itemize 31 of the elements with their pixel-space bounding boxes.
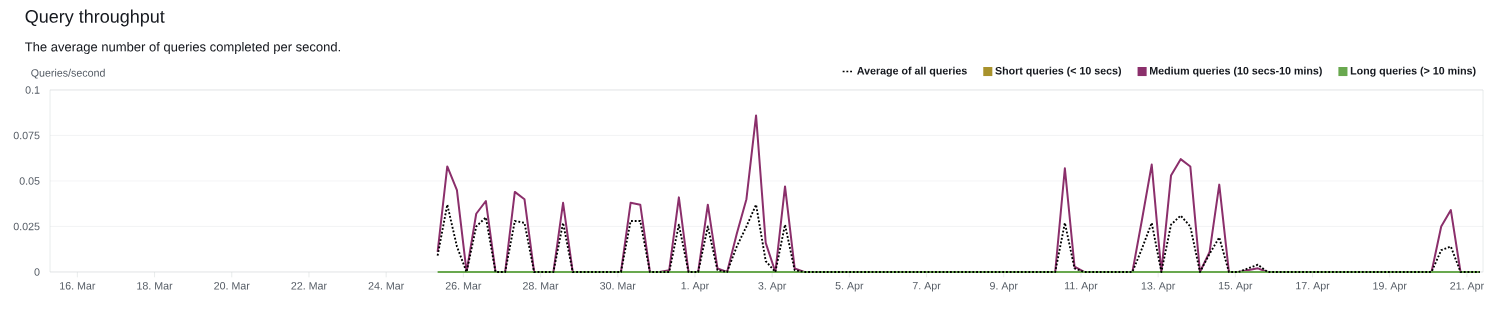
x-tick-label: 13. Apr — [1141, 282, 1176, 292]
x-tick-label: 9. Apr — [990, 282, 1018, 292]
y-tick-label: 0.1 — [25, 86, 40, 94]
x-tick-label: 19. Apr — [1373, 282, 1407, 292]
x-tick-label: 15. Apr — [1218, 282, 1253, 292]
y-axis-title: Queries/second — [31, 68, 105, 79]
x-tick-label: 11. Apr — [1064, 282, 1098, 292]
y-tick-label: 0 — [34, 268, 40, 276]
x-tick-label: 22. Mar — [291, 282, 327, 290]
legend-label: Medium queries (10 secs-10 mins) — [1150, 66, 1322, 77]
legend-label: Average of all queries — [857, 66, 967, 77]
chart-title: Query throughput — [25, 9, 165, 27]
legend-label: Short queries (< 10 secs) — [995, 66, 1122, 77]
x-tick-label: 17. Apr — [1296, 282, 1330, 292]
x-tick-label: 26. Mar — [445, 282, 482, 290]
legend-label: Long queries (> 10 mins) — [1350, 66, 1476, 77]
x-tick-label: 18. Mar — [137, 282, 173, 290]
x-tick-label: 24. Mar — [368, 282, 405, 290]
x-tick-label: 28. Mar — [523, 282, 559, 290]
y-tick-label: 0.025 — [13, 222, 40, 231]
x-tick-label: 5. Apr — [835, 282, 864, 292]
x-tick-label: 30. Mar — [600, 282, 636, 290]
y-tick-label: 0.075 — [13, 131, 40, 140]
x-tick-label: 7. Apr — [912, 282, 941, 292]
x-tick-label: 20. Mar — [214, 282, 250, 290]
x-tick-label: 3. Apr — [758, 282, 787, 292]
x-tick-label: 21. Apr — [1450, 282, 1484, 292]
x-tick-label: 16. Mar — [60, 282, 96, 290]
chart-subtitle: The average number of queries completed per second. — [25, 41, 340, 55]
y-tick-label: 0.05 — [19, 177, 40, 185]
x-tick-label: 1. Apr — [681, 282, 709, 292]
